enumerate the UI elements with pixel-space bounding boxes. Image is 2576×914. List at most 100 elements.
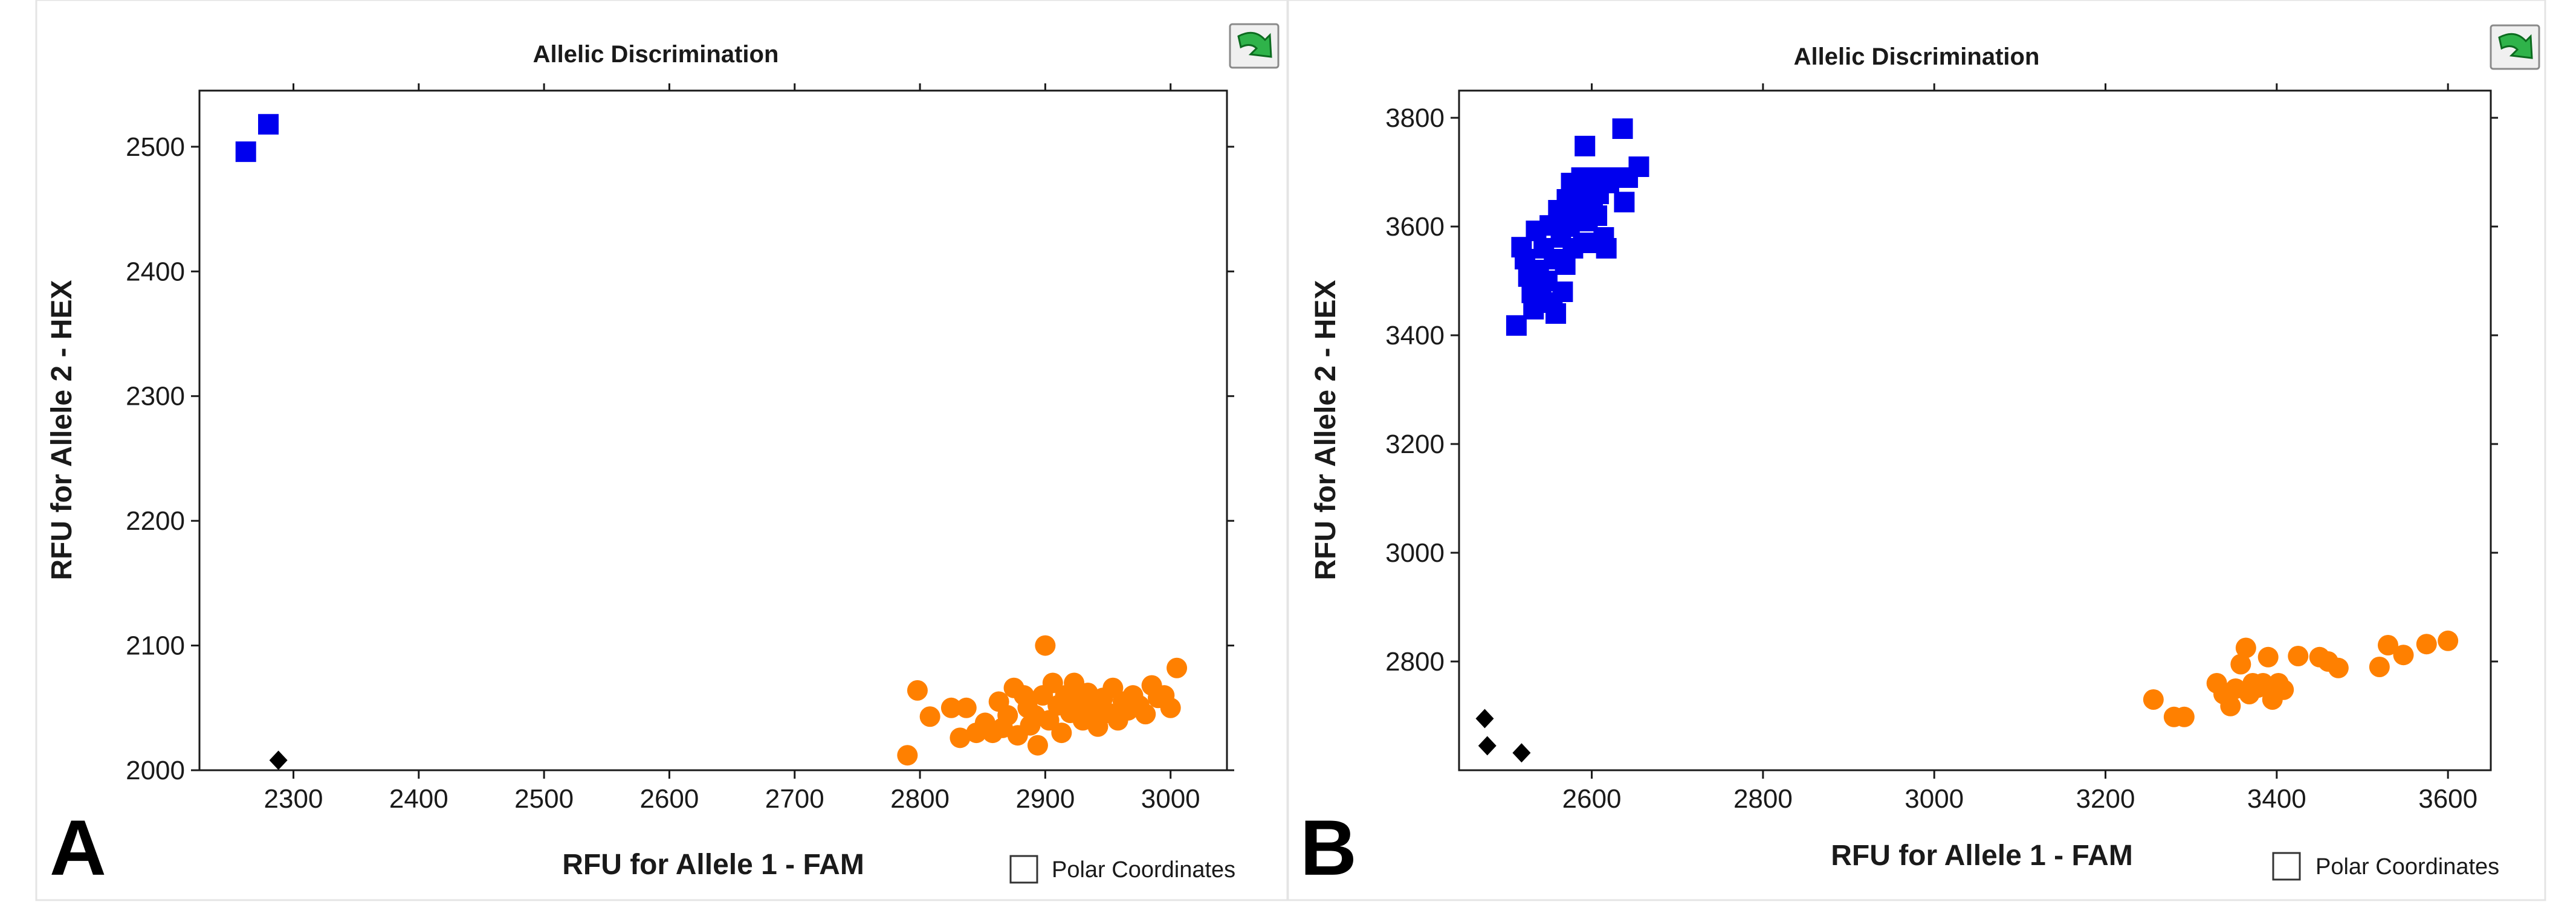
no-call-point	[269, 750, 288, 770]
allelic-discrimination-chart-a: Allelic Discrimination 2300 2400 2500 2600 2…	[35, 0, 1288, 901]
x-tick-label: 2300	[264, 784, 323, 814]
x-tick-label: 3200	[2076, 784, 2135, 814]
y-tick-label: 2400	[126, 257, 185, 286]
polar-coordinates-label: Polar Coordinates	[2315, 854, 2499, 880]
x-tick-label: 2500	[514, 784, 574, 814]
y-tick-labels: 2800 3000 3200 3400 3600 3800	[1385, 103, 1445, 677]
export-button[interactable]	[2490, 24, 2540, 70]
allele-2-point	[1596, 238, 1617, 259]
allele-1-point	[2369, 657, 2390, 677]
y-tick-label: 2200	[126, 506, 185, 536]
x-tick-label: 2600	[639, 784, 699, 814]
allele-1-point	[919, 706, 940, 727]
allele-1-point	[2173, 706, 2195, 727]
plot-area	[198, 89, 1228, 771]
allele-1-point	[2273, 679, 2294, 700]
axis-ticks	[191, 83, 1234, 779]
panel-a: Allelic Discrimination 2300 2400 2500 2600 2…	[35, 0, 1288, 901]
x-tick-label: 2900	[1015, 784, 1075, 814]
x-tick-labels: 2300 2400 2500 2600 2700 2800 2900 3000	[264, 784, 1200, 814]
allelic-discrimination-chart-b: Allelic Discrimination 2600 2800 3000 3200 3…	[1288, 0, 2546, 901]
y-tick-label: 3400	[1385, 321, 1445, 350]
polar-coordinates-option[interactable]: Polar Coordinates	[1009, 855, 1235, 884]
allele-1-point	[1160, 697, 1181, 718]
allele-1-point	[1135, 704, 1156, 725]
x-tick-label: 3000	[1141, 784, 1200, 814]
allele-2-point	[1628, 156, 1649, 177]
allele-1-point	[897, 745, 918, 766]
allele-2-point	[1552, 282, 1573, 302]
allele-2-point	[235, 141, 256, 163]
allele-1-point	[940, 697, 962, 718]
allele-1-point	[2288, 646, 2309, 666]
allele-2-point	[258, 114, 279, 135]
polar-coordinates-label: Polar Coordinates	[1052, 857, 1235, 883]
allele-1-point	[2253, 673, 2274, 694]
allele-2-point	[1614, 191, 1635, 213]
allele-2-point	[1545, 303, 1567, 324]
no-call-point	[1512, 743, 1531, 763]
y-axis-label: RFU for Allele 2 - HEX	[1310, 280, 1342, 581]
allele-1-point	[1167, 657, 1188, 678]
y-tick-label: 2300	[126, 382, 185, 411]
no-call-point	[1478, 736, 1497, 756]
y-tick-labels: 2000 2100 2200 2300 2400 2500	[126, 132, 185, 785]
allele-1-point	[1035, 635, 1056, 656]
allele-1-point	[907, 680, 928, 701]
allele-2-point	[1573, 233, 1594, 253]
no-call-point	[1475, 709, 1494, 729]
data-points	[1475, 118, 2459, 763]
y-tick-label: 2800	[1385, 647, 1445, 677]
allele-1-point	[2438, 630, 2459, 651]
y-tick-label: 3200	[1385, 430, 1445, 459]
allele-1-point	[2416, 634, 2437, 655]
x-tick-label: 2800	[890, 784, 950, 814]
allele-1-point	[950, 727, 971, 748]
chart-title: Allelic Discrimination	[1794, 43, 2040, 70]
y-tick-label: 2100	[126, 631, 185, 661]
allele-1-point	[1042, 672, 1063, 694]
allele-1-point	[2235, 637, 2256, 658]
panel-letter: A	[50, 803, 106, 892]
allele-2-point	[1587, 205, 1608, 226]
export-arrow-icon	[1237, 31, 1272, 58]
allele-1-point	[1027, 735, 1048, 756]
y-axis-label: RFU for Allele 2 - HEX	[46, 280, 78, 581]
polar-coordinates-option[interactable]: Polar Coordinates	[2272, 852, 2499, 881]
allele-2-point	[1612, 118, 1633, 139]
data-points	[235, 114, 1188, 770]
y-tick-label: 2000	[126, 756, 185, 785]
allele-2-point	[1574, 135, 1596, 156]
allele-1-point	[1051, 723, 1072, 744]
panel-b: Allelic Discrimination 2600 2800 3000 3200 3…	[1288, 0, 2576, 914]
export-arrow-icon	[2498, 33, 2533, 59]
allele-1-point	[2328, 657, 2349, 678]
allele-1-point	[997, 705, 1018, 726]
x-tick-label: 2600	[1562, 784, 1622, 814]
allele-1-point	[956, 697, 977, 718]
axis-ticks	[1451, 83, 2498, 779]
x-tick-label: 3400	[2247, 784, 2306, 814]
y-tick-label: 2500	[126, 132, 185, 162]
allele-1-point	[2143, 689, 2164, 710]
x-axis-label: RFU for Allele 1 - FAM	[562, 849, 864, 881]
allele-1-point	[2230, 654, 2251, 675]
allele-1-point	[1038, 710, 1060, 731]
panel-letter: B	[1300, 803, 1357, 892]
x-tick-labels: 2600 2800 3000 3200 3400 3600	[1562, 784, 2477, 814]
x-tick-label: 3000	[1904, 784, 1964, 814]
x-axis-label: RFU for Allele 1 - FAM	[1831, 840, 2133, 872]
x-tick-label: 3600	[2418, 784, 2477, 814]
x-tick-label: 2700	[765, 784, 824, 814]
polar-coordinates-checkbox[interactable]	[1009, 855, 1038, 884]
allele-1-point	[2220, 695, 2241, 716]
x-tick-label: 2800	[1733, 784, 1793, 814]
y-tick-label: 3000	[1385, 538, 1445, 568]
polar-coordinates-checkbox[interactable]	[2272, 852, 2301, 881]
y-tick-label: 3600	[1385, 212, 1445, 242]
export-button[interactable]	[1229, 23, 1280, 69]
allele-1-point	[2378, 635, 2399, 655]
y-tick-label: 3800	[1385, 103, 1445, 133]
x-tick-label: 2400	[389, 784, 448, 814]
allele-1-point	[2393, 645, 2414, 666]
